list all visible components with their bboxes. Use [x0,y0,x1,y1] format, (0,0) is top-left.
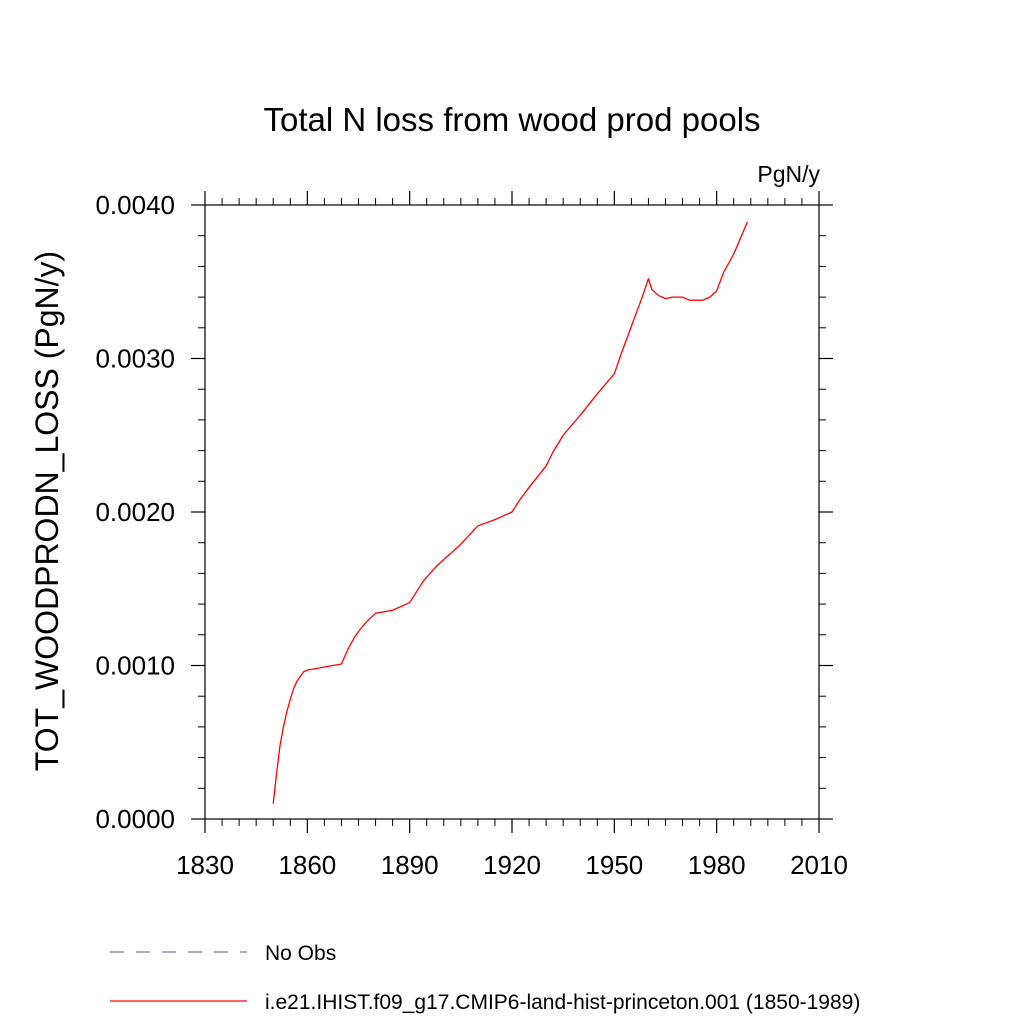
y-tick-label: 0.0010 [95,651,175,681]
legend-label-0: No Obs [265,942,336,965]
y-tick-label: 0.0030 [95,344,175,374]
series-line-1 [272,221,748,804]
x-tick-label: 2010 [790,850,848,880]
x-tick-label: 1920 [483,850,541,880]
y-tick-label: 0.0020 [95,497,175,527]
x-tick-label: 1890 [381,850,439,880]
x-tick-label: 1830 [176,850,234,880]
x-tick-label: 1860 [278,850,336,880]
legend-label-1: i.e21.IHIST.f09_g17.CMIP6-land-hist-prin… [265,991,860,1014]
y-axis-title: TOT_WOODPRODN_LOSS (PgN/y) [29,251,65,771]
x-tick-label: 1980 [688,850,746,880]
chart-title: Total N loss from wood prod pools [263,101,760,138]
y-tick-label: 0.0000 [95,804,175,834]
y-tick-label: 0.0040 [95,190,175,220]
x-tick-label: 1950 [585,850,643,880]
units-label: PgN/y [757,161,820,187]
